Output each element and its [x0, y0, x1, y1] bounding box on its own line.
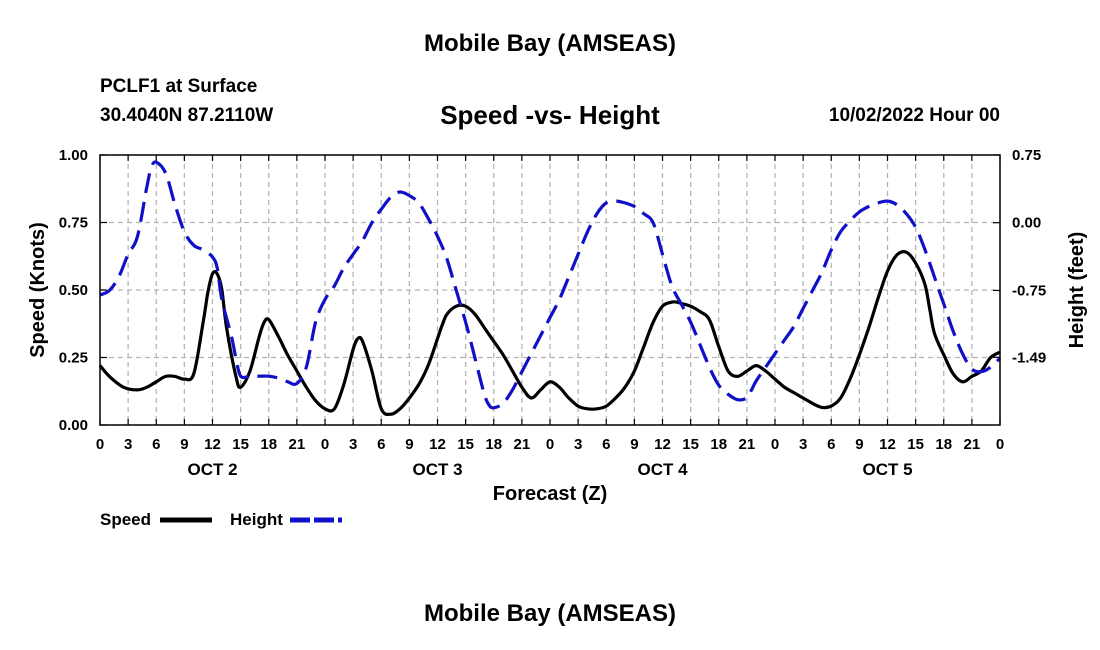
height-series-line	[99, 160, 1002, 410]
x-tick-label: 0	[96, 436, 104, 453]
x-tick-label: 18	[485, 436, 502, 453]
axis-ticks: 0 3 6 9 12 15 18 21 0 3 6 9 12 15 18 21 0 3 6 9 12 15 18 21 0 3 6 9…	[59, 147, 1046, 479]
x-tick-label: 15	[682, 436, 699, 453]
legend-label-height: Height	[230, 510, 283, 529]
x-day-label: OCT 3	[412, 460, 462, 479]
page-title: Mobile Bay (AMSEAS)	[423, 30, 677, 57]
y2-tick-label: 0.00	[1012, 215, 1041, 232]
x-tick-label: 6	[827, 436, 835, 453]
y-tick-label: 0.00	[59, 417, 88, 434]
x-day-label: OCT 5	[862, 460, 912, 479]
x-tick-label: 15	[907, 436, 924, 453]
x-tick-label: 12	[204, 436, 221, 453]
y-tick-label: 0.75	[59, 215, 88, 232]
x-tick-label: 18	[260, 436, 277, 453]
y-tick-label: 0.50	[59, 282, 88, 299]
y-tick-label: 1.00	[59, 147, 88, 164]
station-coordinates: 30.4040N 87.2110W	[100, 105, 274, 126]
x-axis-label: Forecast (Z)	[493, 483, 607, 505]
legend-label-speed: Speed	[100, 510, 151, 529]
speed-series-line	[98, 249, 1001, 416]
series-layer	[98, 160, 1002, 416]
x-tick-label: 21	[289, 436, 306, 453]
x-tick-label: 9	[855, 436, 863, 453]
forecast-timestamp: 10/02/2022 Hour 00	[828, 105, 1000, 126]
x-tick-label: 6	[602, 436, 610, 453]
x-tick-label: 3	[574, 436, 582, 453]
x-tick-label: 15	[232, 436, 249, 453]
x-tick-label: 18	[710, 436, 727, 453]
y2-tick-label: 0.75	[1012, 147, 1041, 164]
grid-lines	[100, 155, 1000, 425]
footer-title: Mobile Bay (AMSEAS)	[423, 600, 677, 627]
x-tick-label: 18	[935, 436, 952, 453]
x-day-label: OCT 4	[637, 460, 688, 479]
x-tick-label: 0	[321, 436, 329, 453]
x-day-label: OCT 2	[187, 460, 237, 479]
y2-axis-label: Height (feet)	[1066, 232, 1088, 349]
x-tick-label: 6	[377, 436, 385, 453]
x-tick-label: 12	[429, 436, 446, 453]
x-tick-label: 9	[180, 436, 188, 453]
x-tick-label: 12	[654, 436, 671, 453]
x-tick-label: 21	[739, 436, 756, 453]
x-tick-label: 0	[996, 436, 1004, 453]
y2-tick-label: -1.49	[1012, 349, 1046, 366]
station-name: PCLF1 at Surface	[100, 76, 258, 97]
x-tick-label: 15	[457, 436, 474, 453]
x-tick-label: 21	[514, 436, 531, 453]
x-tick-label: 21	[964, 436, 981, 453]
x-tick-label: 6	[152, 436, 160, 453]
x-tick-label: 9	[405, 436, 413, 453]
x-tick-label: 3	[799, 436, 807, 453]
y-axis-label: Speed (Knots)	[27, 222, 49, 358]
y2-tick-label: -0.75	[1012, 282, 1046, 299]
chart-title: Speed -vs- Height	[440, 100, 660, 130]
x-tick-label: 0	[771, 436, 779, 453]
x-tick-label: 9	[630, 436, 638, 453]
x-tick-label: 3	[124, 436, 132, 453]
y-tick-label: 0.25	[59, 350, 88, 367]
x-tick-label: 0	[546, 436, 554, 453]
x-tick-label: 3	[349, 436, 357, 453]
legend: Speed Height	[100, 510, 342, 529]
x-tick-label: 12	[879, 436, 896, 453]
